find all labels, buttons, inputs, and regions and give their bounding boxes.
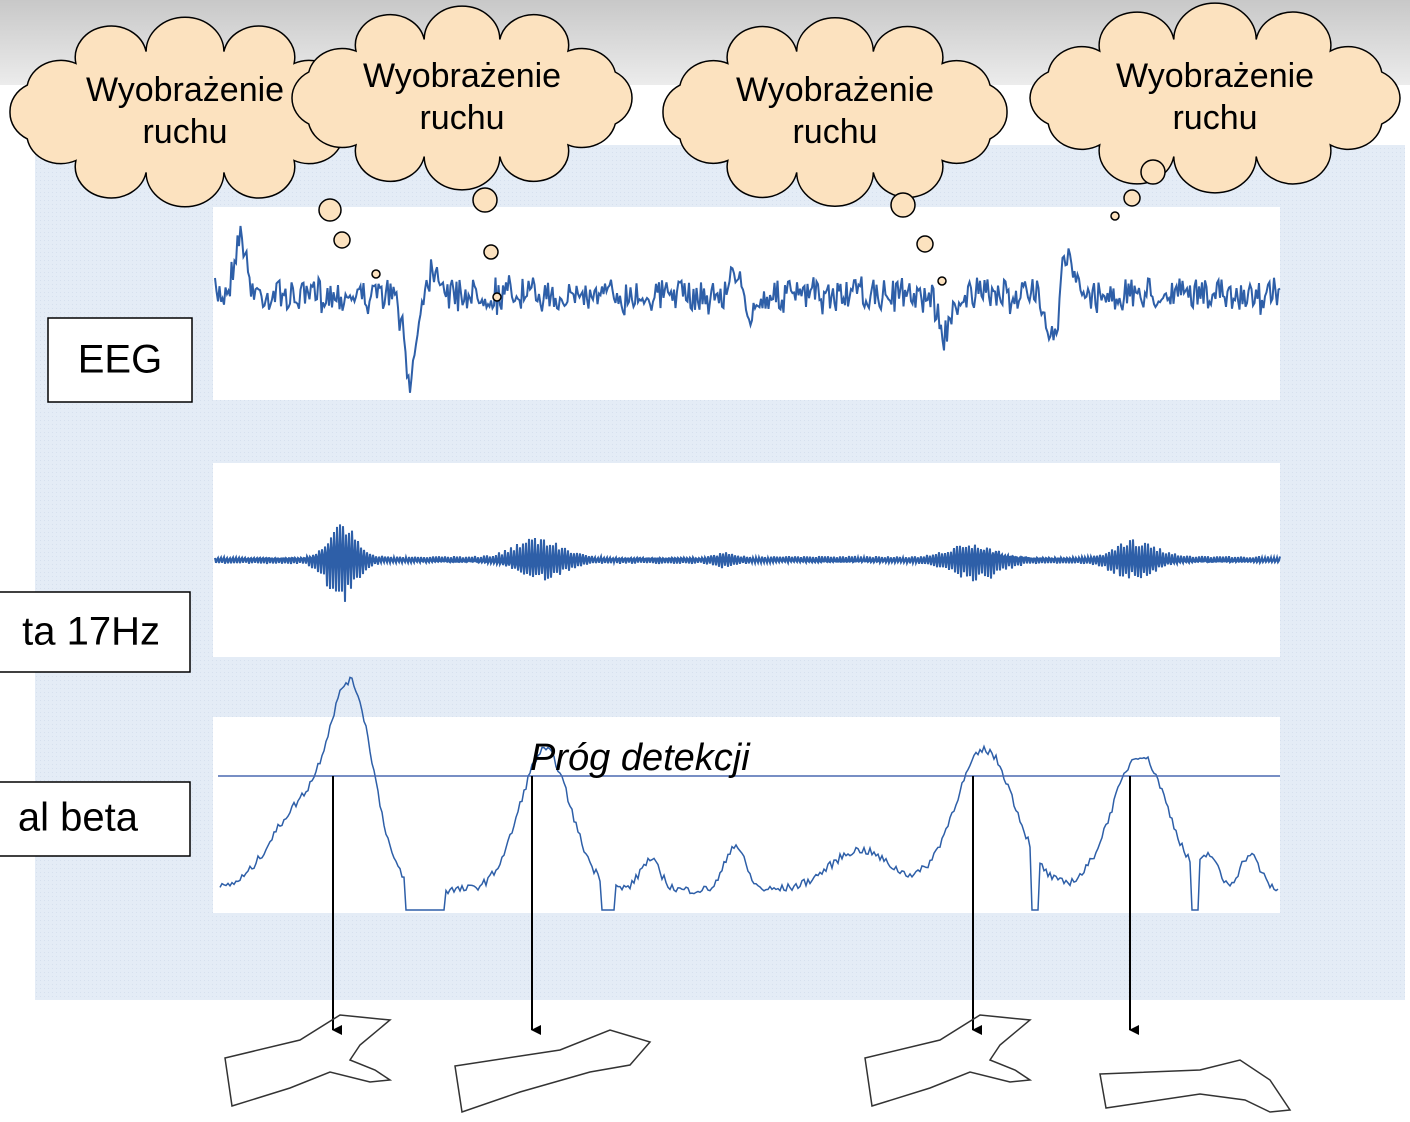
thought-bubble (916, 235, 934, 253)
cloud-text: Wyobrażenie (1116, 57, 1314, 95)
thought-bubble (890, 192, 916, 218)
thought-bubble (1140, 159, 1166, 185)
hand (864, 1014, 1033, 1107)
cloud-text: ruchu (142, 113, 227, 151)
thought-bubble (371, 269, 381, 279)
eeg-label: EEG (78, 338, 162, 382)
eeg-trace (214, 225, 1281, 393)
thought-bubble (492, 292, 502, 302)
cloud-text: ruchu (419, 99, 504, 137)
cloud-text: Wyobrażenie (86, 71, 284, 109)
label-box (0, 781, 191, 857)
thought-bubble (937, 276, 947, 286)
thought-cloud (1029, 2, 1401, 194)
envelope-trace (219, 676, 1279, 911)
thought-bubble (1123, 189, 1141, 207)
label-box (47, 317, 193, 403)
hand (1099, 1059, 1292, 1113)
thought-bubble (318, 198, 342, 222)
thought-bubble (483, 244, 499, 260)
hand (454, 1029, 652, 1114)
envelope-panel (213, 717, 1280, 913)
thought-cloud (9, 16, 361, 208)
thought-bubble (333, 231, 351, 249)
thought-cloud (291, 5, 633, 191)
label-box (0, 591, 191, 673)
thought-cloud (662, 17, 1008, 207)
thought-bubble (1110, 211, 1120, 221)
envelope-label: al beta (18, 796, 139, 840)
eeg-panel (213, 207, 1280, 400)
signals (214, 225, 1281, 911)
cloud-text: Wyobrażenie (363, 57, 561, 95)
band-trace (214, 524, 1281, 602)
arrows (332, 776, 1139, 1035)
cloud-text: Wyobrażenie (736, 71, 934, 109)
thought-bubble (472, 187, 498, 213)
band-label: ta 17Hz (22, 610, 160, 654)
clouds: Wyobrażenie ruchu Wyobrażenie ruchu Wyobraże… (9, 2, 1401, 302)
cloud-text: ruchu (792, 113, 877, 151)
hands (224, 1014, 1292, 1114)
threshold-label: Próg detekcji (530, 737, 751, 779)
hand (224, 1014, 393, 1107)
cloud-text: ruchu (1172, 99, 1257, 137)
